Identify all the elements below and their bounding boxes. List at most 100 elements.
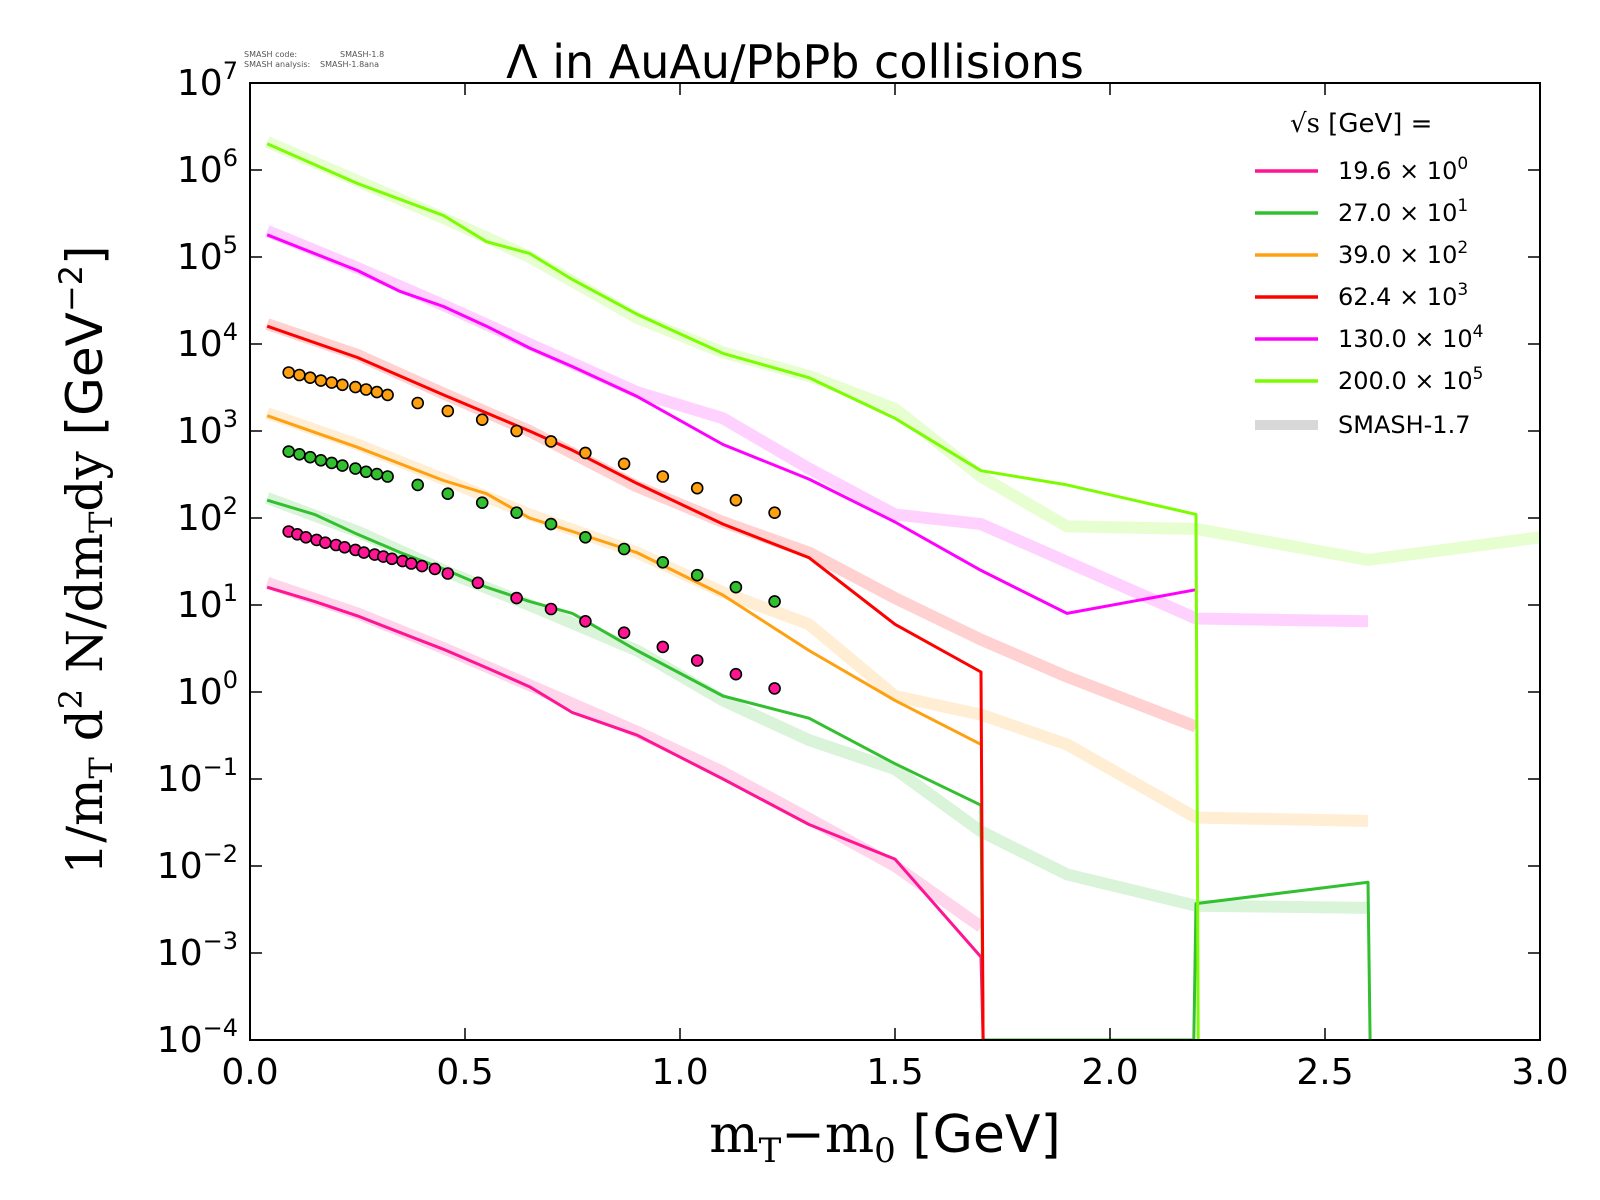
y-tick-label: 10−3 (157, 927, 238, 974)
y-tick-label: 107 (177, 57, 238, 104)
series-line-2 (266, 414, 982, 746)
x-tick-label: 2.5 (1296, 1052, 1353, 1093)
data-point-2-3 (314, 374, 328, 387)
legend-entries: 19.6 × 100 27.0 × 101 39.0 × 102 62.4 × 103… (1255, 154, 1483, 395)
data-point-0-4 (318, 536, 332, 550)
x-label-minus: −m (781, 1105, 874, 1165)
data-point-2-2 (303, 371, 317, 385)
data-point-1-8 (370, 467, 384, 481)
data-point-0-2 (299, 530, 313, 544)
data-point-0-6 (338, 540, 351, 554)
y-axis-ticks: 10−4 10−3 10−2 10−1 100 101 102 103 104 105 106 107 (157, 57, 1540, 1061)
x-tick-label: 1.5 (866, 1052, 923, 1093)
data-point-0-18 (510, 591, 523, 605)
x-axis-label: mT−m0 [GeV] (709, 1105, 1061, 1171)
series-line-3 (266, 324, 985, 1040)
y-tick-label: 106 (177, 144, 238, 191)
reference-series-line-0 (265, 577, 985, 932)
y-label-prefix: 1/m (56, 778, 114, 874)
data-point-2-9 (381, 388, 394, 402)
x-tick-label: 0.5 (436, 1052, 493, 1093)
x-label-sub0: 0 (874, 1131, 896, 1171)
data-point-1-14 (544, 517, 558, 531)
data-point-2-10 (411, 396, 425, 410)
data-point-1-2 (303, 450, 317, 464)
code-note-line2-label: SMASH analysis: (244, 60, 310, 69)
legend-label-5: 200.0 × 105 (1338, 364, 1483, 395)
code-note-line1-label: SMASH code: (244, 50, 297, 59)
reference-series-line-3 (265, 318, 1199, 733)
legend-label-0: 19.6 × 100 (1338, 154, 1468, 185)
series-line-1 (266, 498, 1372, 1040)
legend-title: √s [GeV] = (1290, 109, 1432, 139)
y-label-sub2: T (82, 511, 120, 533)
y-label-unit-sup: −2 (52, 265, 90, 312)
legend-label-4: 130.0 × 104 (1338, 322, 1483, 353)
data-point-0-21 (617, 626, 631, 640)
legend-title-rest: [GeV] = (1320, 109, 1433, 139)
y-tick-label: 10−4 (157, 1014, 238, 1061)
x-tick-label: 2.0 (1081, 1052, 1138, 1093)
series-line-4 (266, 233, 1197, 615)
y-tick-label: 104 (177, 318, 238, 365)
data-point-0-22 (656, 640, 670, 654)
y-tick-label: 102 (177, 492, 238, 539)
data-point-1-0 (282, 445, 296, 458)
y-tick-label: 101 (177, 579, 238, 626)
y-tick-label: 105 (177, 231, 238, 278)
data-point-2-0 (282, 366, 296, 379)
data-point-1-13 (510, 506, 523, 520)
x-tick-label: 3.0 (1511, 1052, 1568, 1093)
data-point-0-24 (729, 667, 743, 681)
data-point-2-6 (349, 380, 362, 394)
data-point-1-15 (579, 530, 592, 544)
legend: √s [GeV] = 19.6 × 100 27.0 × 101 39.0 × 10… (1255, 109, 1483, 439)
y-label-rest: N/dm (56, 533, 114, 689)
data-points-group (282, 366, 781, 695)
series-line-5 (266, 142, 1200, 1040)
legend-reference-label: SMASH-1.7 (1338, 411, 1470, 439)
data-point-1-11 (441, 487, 455, 501)
data-point-1-18 (690, 568, 704, 582)
data-point-1-20 (768, 595, 781, 608)
series-line-0 (266, 585, 985, 1040)
legend-title-sqrt: √s (1290, 109, 1320, 139)
reference-series-line-4 (264, 225, 1369, 628)
y-tick-label: 10−2 (157, 840, 238, 887)
data-point-2-12 (475, 413, 489, 427)
data-point-1-9 (381, 470, 394, 483)
data-point-0-16 (441, 567, 455, 580)
x-label-sub: T (759, 1131, 782, 1171)
x-axis-ticks: 0.0 0.5 1.0 1.5 2.0 2.5 3.0 (221, 83, 1569, 1093)
data-point-2-1 (293, 368, 306, 382)
data-point-2-19 (729, 493, 743, 507)
y-tick-label: 103 (177, 405, 238, 452)
data-point-0-25 (768, 682, 781, 695)
data-point-2-8 (370, 385, 384, 399)
data-point-2-18 (690, 481, 704, 495)
y-label-unit-close: ] (56, 245, 114, 265)
y-axis-label: 1/mT d2 N/dmTdy [GeV−2] (52, 245, 120, 874)
data-point-1-10 (411, 478, 425, 492)
x-tick-label: 0.0 (221, 1052, 278, 1093)
data-point-1-7 (359, 465, 373, 479)
data-point-1-16 (617, 542, 631, 556)
chart-title: Λ in AuAu/PbPb collisions (506, 35, 1084, 89)
data-point-1-17 (656, 555, 670, 569)
legend-label-2: 39.0 × 102 (1338, 238, 1468, 269)
data-point-1-6 (349, 462, 362, 475)
y-label-unit: [GeV (56, 312, 114, 451)
data-point-0-20 (579, 614, 592, 628)
data-point-2-15 (579, 446, 592, 460)
legend-label-1: 27.0 × 101 (1338, 196, 1468, 227)
x-label-m: m (709, 1105, 758, 1165)
y-tick-label: 10−1 (157, 753, 238, 800)
y-tick-label: 100 (177, 666, 238, 713)
data-point-1-3 (314, 453, 328, 467)
data-point-0-15 (428, 562, 442, 576)
data-point-2-13 (510, 424, 523, 438)
data-point-1-19 (729, 580, 743, 594)
data-point-0-19 (544, 602, 558, 616)
data-point-1-4 (325, 456, 339, 470)
